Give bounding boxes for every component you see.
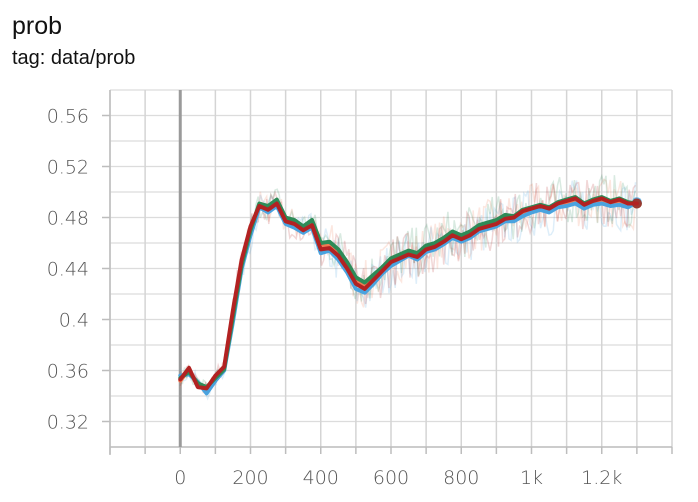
series-lines — [178, 195, 642, 396]
y-tick-label: 0.48 — [47, 208, 89, 230]
y-tick-label: 0.52 — [47, 157, 89, 179]
series-endpoint — [631, 198, 642, 209]
y-tick-label: 0.4 — [59, 310, 89, 332]
x-tick-label: 0 — [174, 467, 186, 489]
x-tick-label: 1.2k — [581, 467, 622, 489]
x-tick-label: 200 — [232, 467, 268, 489]
tick-labels: 0.32 0.36 0.4 0.44 0.48 0.52 0.56 0 200 400 600 800… — [47, 106, 623, 490]
x-tick-label: 1k — [520, 467, 543, 489]
chart-tag: tag: data/prob — [12, 47, 136, 69]
x-tick-label: 600 — [373, 467, 409, 489]
y-tick-label: 0.32 — [47, 412, 89, 434]
x-tick-label: 800 — [443, 467, 479, 489]
series-line — [178, 196, 639, 391]
axes — [102, 90, 673, 455]
series-raw-line — [179, 173, 637, 391]
y-tick-label: 0.36 — [47, 361, 89, 383]
x-tick-label: 400 — [303, 467, 339, 489]
series-raw-line — [179, 180, 637, 401]
y-tick-label: 0.44 — [47, 259, 89, 281]
chart-title: prob — [12, 12, 63, 40]
y-tick-label: 0.56 — [47, 106, 89, 128]
